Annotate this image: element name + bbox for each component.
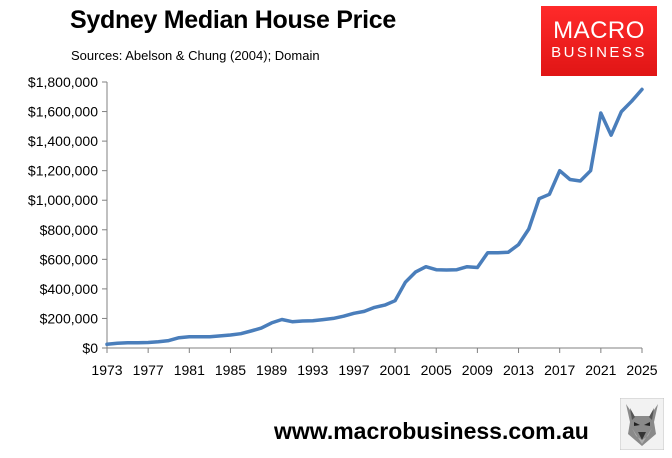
x-tick-label: 2009 (462, 362, 493, 378)
logo-text-bottom: BUSINESS (551, 44, 647, 61)
x-tick-label: 1993 (297, 362, 328, 378)
x-tick-label: 1997 (338, 362, 369, 378)
y-tick-label: $1,800,000 (28, 74, 98, 90)
y-tick-label: $200,000 (40, 310, 99, 326)
y-tick-label: $400,000 (40, 281, 99, 297)
y-tick-label: $1,400,000 (28, 133, 98, 149)
website-url: www.macrobusiness.com.au (274, 418, 589, 444)
x-tick-label: 2005 (421, 362, 452, 378)
y-tick-label: $1,600,000 (28, 104, 98, 120)
x-tick-label: 1973 (91, 362, 122, 378)
y-axis: $0 $200,000 $400,000 $600,000 $800,000 $1,000… (28, 74, 108, 356)
x-tick-label: 2025 (626, 362, 657, 378)
wolf-logo-icon (620, 398, 664, 450)
y-tick-label: $600,000 (40, 251, 99, 267)
x-tick-label: 1977 (133, 362, 164, 378)
y-tick-label: $1,000,000 (28, 192, 98, 208)
x-tick-label: 1989 (256, 362, 287, 378)
y-tick-label: $1,200,000 (28, 163, 98, 179)
x-tick-label: 1981 (174, 362, 205, 378)
series-group (105, 87, 644, 347)
x-tick-label: 1985 (215, 362, 246, 378)
chart-title: Sydney Median House Price (70, 6, 396, 34)
y-tick-label: $800,000 (40, 222, 99, 238)
chart-subtitle: Sources: Abelson & Chung (2004); Domain (71, 48, 320, 63)
series-line-0 (105, 87, 644, 347)
y-tick-label: $0 (82, 340, 98, 356)
logo-text-top: MACRO (553, 17, 645, 44)
x-tick-label: 2013 (503, 362, 534, 378)
macro-business-logo: MACRO BUSINESS (541, 6, 657, 76)
x-axis: 1973 1977 1981 1985 1989 1993 1997 2001 2005 2009… (91, 347, 658, 378)
x-tick-label: 2021 (585, 362, 616, 378)
x-tick-label: 2001 (379, 362, 410, 378)
x-tick-label: 2017 (544, 362, 575, 378)
